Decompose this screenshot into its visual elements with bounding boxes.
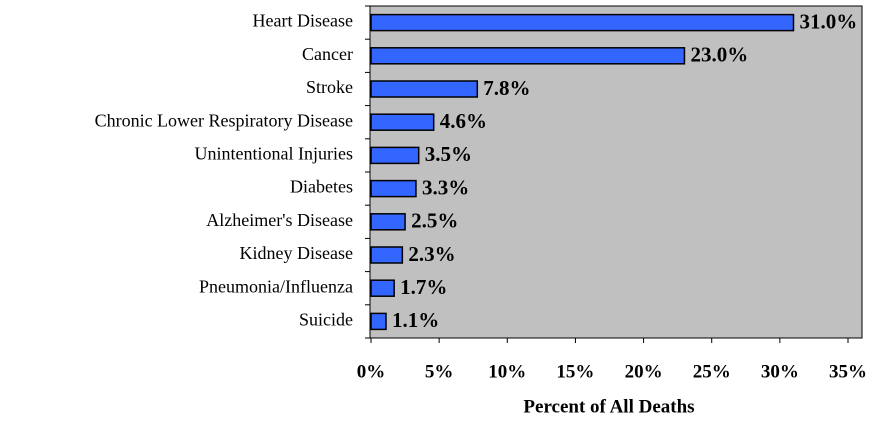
value-label: 2.5% [411, 209, 458, 233]
y-tick-label: Stroke [306, 77, 353, 97]
value-label: 3.3% [422, 175, 469, 199]
bar [370, 179, 417, 198]
y-tick-label: Diabetes [290, 177, 353, 197]
x-tick-label: 0% [357, 361, 386, 382]
bar [370, 213, 406, 231]
bar [370, 246, 404, 264]
bar [370, 279, 395, 297]
bar [370, 80, 479, 98]
value-label: 31.0% [799, 9, 857, 33]
bar [370, 312, 387, 331]
x-tick-label: 10% [488, 361, 526, 382]
value-label: 1.1% [392, 308, 439, 332]
y-tick-label: Kidney Disease [240, 243, 353, 263]
value-label: 4.6% [440, 109, 487, 133]
y-tick-label: Heart Disease [253, 11, 353, 31]
value-label: 1.7% [400, 275, 447, 299]
bar [370, 47, 686, 65]
y-tick-label: Suicide [299, 310, 353, 330]
bar [370, 113, 435, 131]
y-tick-label: Chronic Lower Respiratory Disease [95, 110, 353, 130]
value-label: 7.8% [483, 76, 530, 100]
x-tick-label: 5% [425, 361, 454, 382]
y-tick-label: Alzheimer's Disease [206, 210, 353, 230]
x-tick-label: 25% [693, 361, 731, 382]
x-tick-label: 20% [625, 361, 663, 382]
y-tick-label: Cancer [302, 44, 353, 64]
bar [370, 146, 420, 165]
x-axis-title: Percent of All Deaths [523, 396, 694, 417]
bar [370, 13, 795, 32]
y-tick-label: Unintentional Injuries [195, 144, 353, 164]
x-tick-label: 35% [829, 361, 867, 382]
value-label: 3.5% [425, 142, 472, 166]
x-tick-label: 30% [761, 361, 799, 382]
y-tick-label: Pneumonia/Influenza [199, 276, 353, 296]
value-label: 23.0% [690, 43, 748, 67]
value-label: 2.3% [408, 242, 455, 266]
x-tick-label: 15% [556, 361, 594, 382]
